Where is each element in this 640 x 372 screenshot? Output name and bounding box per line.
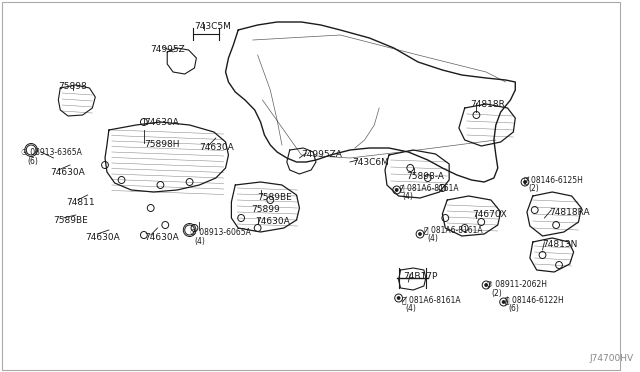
Text: (4): (4) <box>405 304 416 313</box>
Text: 74818RA: 74818RA <box>549 208 590 217</box>
Text: 74995Z: 74995Z <box>150 45 186 54</box>
Text: 743C5M: 743C5M <box>195 22 231 31</box>
Text: ☉ 08911-2062H: ☉ 08911-2062H <box>486 280 547 289</box>
Circle shape <box>397 297 400 299</box>
Text: (4): (4) <box>195 237 205 246</box>
Text: 74630A: 74630A <box>255 217 289 226</box>
Text: Ⓑ 081A6-8161A: Ⓑ 081A6-8161A <box>401 295 460 304</box>
Circle shape <box>485 284 487 286</box>
Text: 74630A: 74630A <box>144 118 179 127</box>
Text: ☉ 08913-6365A: ☉ 08913-6365A <box>21 148 83 157</box>
Text: 74B17P: 74B17P <box>403 272 438 281</box>
Text: 743C6M: 743C6M <box>352 158 389 167</box>
Text: Ⓑ 081A6-8161A: Ⓑ 081A6-8161A <box>399 183 458 192</box>
Circle shape <box>502 301 505 303</box>
Text: 7589BE: 7589BE <box>54 216 88 225</box>
Text: (6): (6) <box>28 157 38 166</box>
Text: 74670X: 74670X <box>472 210 508 219</box>
Text: 74630A: 74630A <box>199 143 234 152</box>
Text: 75898H: 75898H <box>144 140 179 149</box>
Text: 75898: 75898 <box>58 82 87 91</box>
Text: Ⓑ 08146-6122H: Ⓑ 08146-6122H <box>504 295 563 304</box>
Text: (2): (2) <box>528 184 539 193</box>
Text: 75898-A: 75898-A <box>406 172 444 181</box>
Text: 7589BE: 7589BE <box>258 193 292 202</box>
Text: Ⓑ 08146-6125H: Ⓑ 08146-6125H <box>524 175 583 184</box>
Text: 74811: 74811 <box>66 198 95 207</box>
Text: 75899: 75899 <box>251 205 280 214</box>
Text: (4): (4) <box>403 192 413 201</box>
Text: 74630A: 74630A <box>86 233 120 242</box>
Text: (6): (6) <box>508 304 519 313</box>
Text: (2): (2) <box>491 289 502 298</box>
Text: 74630A: 74630A <box>51 168 85 177</box>
Text: 74630A: 74630A <box>144 233 179 242</box>
Circle shape <box>524 181 526 183</box>
Text: (4): (4) <box>428 234 438 243</box>
Text: 74818R: 74818R <box>470 100 506 109</box>
Circle shape <box>419 233 421 235</box>
Text: Ⓑ 081A6-8161A: Ⓑ 081A6-8161A <box>424 225 483 234</box>
Text: 74813N: 74813N <box>543 240 578 249</box>
Text: J74700HV: J74700HV <box>589 354 634 363</box>
Text: 74995ZA: 74995ZA <box>301 150 342 159</box>
Text: ☉ 08913-6065A: ☉ 08913-6065A <box>189 228 250 237</box>
Circle shape <box>396 189 398 191</box>
